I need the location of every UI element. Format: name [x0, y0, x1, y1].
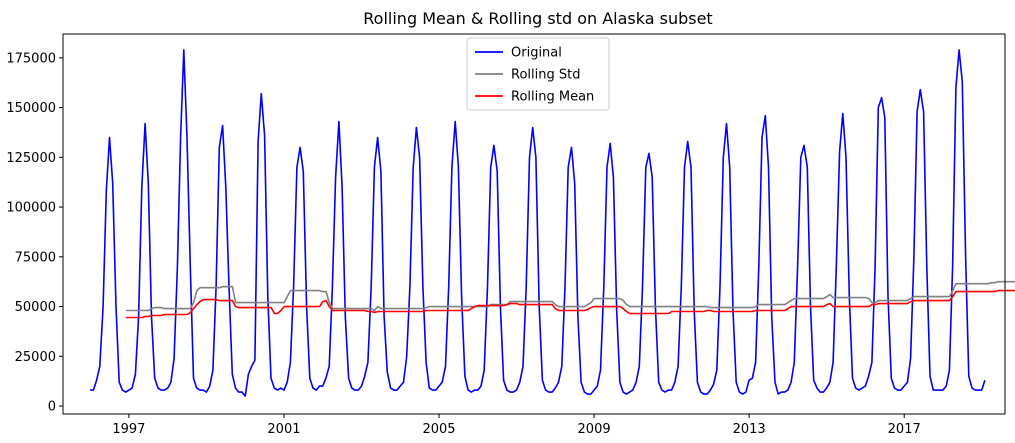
x-tick-label: 2013: [733, 422, 766, 437]
y-tick-label: 150000: [6, 101, 56, 116]
y-tick-label: 50000: [15, 300, 56, 315]
x-tick-label: 2005: [422, 422, 455, 437]
x-tick-label: 2001: [267, 422, 300, 437]
x-tick-label: 1997: [112, 422, 145, 437]
y-tick-label: 125000: [6, 151, 56, 166]
y-tick-label: 75000: [15, 250, 56, 265]
legend: Original Rolling Std Rolling Mean: [466, 37, 610, 111]
x-tick-label: 2017: [888, 422, 921, 437]
series-line-rolling-mean: [125, 289, 1015, 319]
legend-box: [466, 37, 610, 111]
series-line-original: [90, 49, 986, 397]
legend-label: Rolling Std: [511, 68, 580, 83]
legend-label: Original: [511, 46, 562, 61]
y-tick-label: 175000: [6, 51, 56, 66]
y-tick-label: 100000: [6, 201, 56, 216]
axes-layer: 1997 2001 2005 2009 2013 2017 0 25000 50000 75000…: [6, 33, 1006, 437]
series-line-rolling-std: [125, 280, 1015, 312]
legend-label: Rolling Mean: [511, 90, 594, 105]
chart-title: Rolling Mean & Rolling std on Alaska sub…: [363, 9, 712, 28]
y-tick-label: 0: [48, 400, 56, 415]
y-tick-label: 25000: [15, 350, 56, 365]
axes-frame: [62, 33, 1006, 415]
series-layer: [90, 49, 1015, 397]
x-tick-label: 2009: [578, 422, 611, 437]
